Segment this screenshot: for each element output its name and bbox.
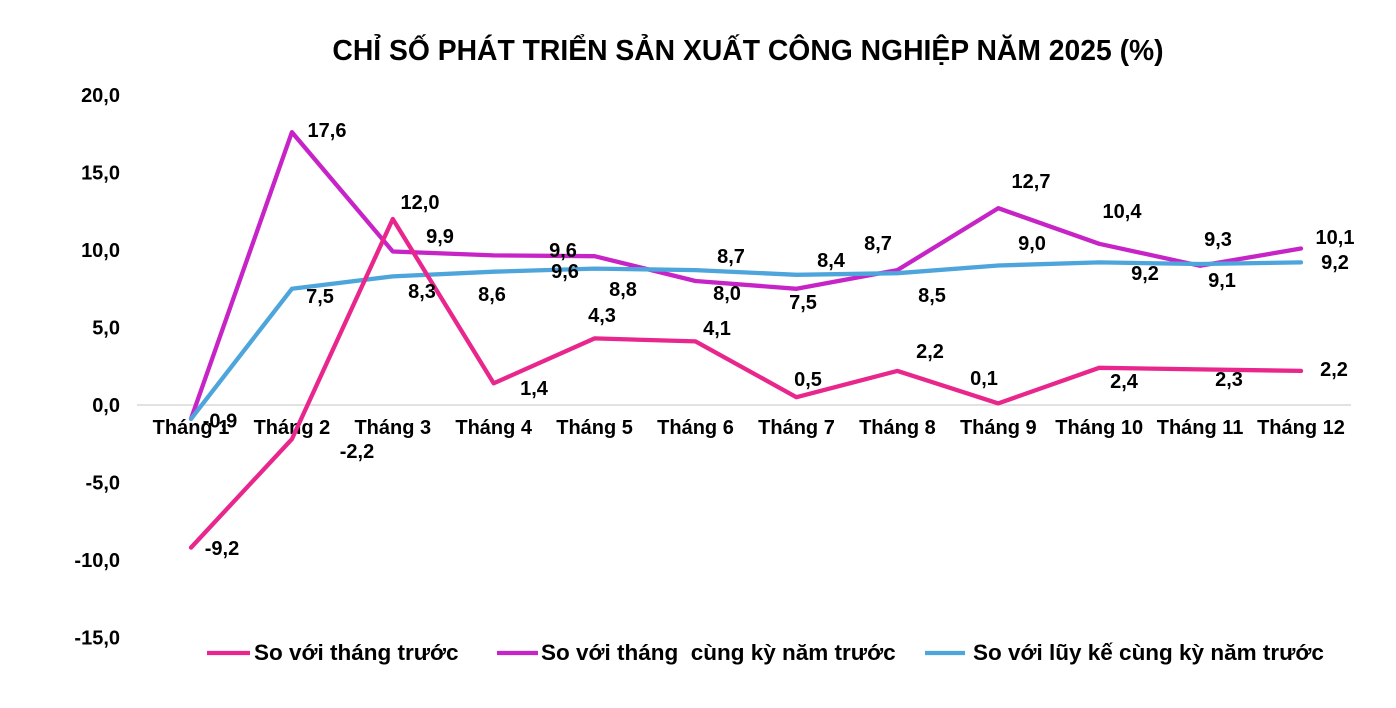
svg-text:9,6: 9,6 xyxy=(551,261,579,283)
svg-text:8,0: 8,0 xyxy=(713,283,741,305)
svg-text:Tháng 4: Tháng 4 xyxy=(455,417,533,439)
svg-text:2,2: 2,2 xyxy=(1320,359,1348,381)
svg-text:8,8: 8,8 xyxy=(609,279,637,301)
svg-text:9,2: 9,2 xyxy=(1321,252,1349,274)
svg-text:-5,0: -5,0 xyxy=(86,473,120,495)
svg-text:5,0: 5,0 xyxy=(92,318,120,340)
svg-text:So với tháng cùng kỳ năm trướ: So với tháng cùng kỳ năm trước xyxy=(541,640,896,665)
svg-text:Tháng 9: Tháng 9 xyxy=(960,417,1037,439)
svg-text:15,0: 15,0 xyxy=(81,163,120,185)
svg-text:So với tháng trước: So với tháng trước xyxy=(254,640,459,665)
svg-text:1,4: 1,4 xyxy=(520,378,549,400)
svg-text:Tháng 6: Tháng 6 xyxy=(657,417,734,439)
svg-text:7,5: 7,5 xyxy=(789,292,817,314)
svg-text:So với lũy kế cùng kỳ năm trướ: So với lũy kế cùng kỳ năm trước xyxy=(973,640,1324,665)
svg-text:20,0: 20,0 xyxy=(81,85,120,107)
svg-text:4,1: 4,1 xyxy=(703,318,731,340)
svg-text:8,5: 8,5 xyxy=(918,285,946,307)
svg-text:-9,2: -9,2 xyxy=(205,538,239,560)
svg-text:0,0: 0,0 xyxy=(92,395,120,417)
svg-text:10,0: 10,0 xyxy=(81,240,120,262)
svg-text:8,4: 8,4 xyxy=(817,250,846,272)
svg-text:9,1: 9,1 xyxy=(1208,270,1236,292)
svg-text:9,3: 9,3 xyxy=(1204,229,1232,251)
svg-text:Tháng 12: Tháng 12 xyxy=(1257,417,1345,439)
svg-text:-2,2: -2,2 xyxy=(340,441,374,463)
svg-text:9,2: 9,2 xyxy=(1131,263,1159,285)
svg-text:-15,0: -15,0 xyxy=(74,628,120,650)
svg-text:Tháng 2: Tháng 2 xyxy=(254,417,331,439)
svg-text:2,3: 2,3 xyxy=(1215,369,1243,391)
svg-text:0,5: 0,5 xyxy=(794,369,822,391)
svg-text:Tháng 11: Tháng 11 xyxy=(1157,417,1244,439)
svg-text:Tháng 5: Tháng 5 xyxy=(556,417,633,439)
svg-text:10,1: 10,1 xyxy=(1316,227,1355,249)
svg-text:CHỈ SỐ PHÁT TRIỂN SẢN XUẤT CÔN: CHỈ SỐ PHÁT TRIỂN SẢN XUẤT CÔNG NGHIỆP N… xyxy=(332,34,1163,66)
svg-text:8,7: 8,7 xyxy=(717,246,745,268)
svg-text:9,6: 9,6 xyxy=(549,240,577,262)
svg-text:9,0: 9,0 xyxy=(1018,233,1046,255)
svg-text:4,3: 4,3 xyxy=(588,305,616,327)
svg-text:7,5: 7,5 xyxy=(306,286,334,308)
svg-text:12,0: 12,0 xyxy=(401,192,440,214)
svg-text:Tháng 7: Tháng 7 xyxy=(758,417,835,439)
svg-text:8,7: 8,7 xyxy=(864,233,892,255)
svg-text:9,9: 9,9 xyxy=(426,226,454,248)
svg-text:12,7: 12,7 xyxy=(1012,171,1051,193)
svg-text:2,4: 2,4 xyxy=(1110,371,1139,393)
svg-text:10,4: 10,4 xyxy=(1103,201,1143,223)
svg-text:Tháng 3: Tháng 3 xyxy=(354,417,431,439)
svg-text:17,6: 17,6 xyxy=(308,120,347,142)
svg-text:2,2: 2,2 xyxy=(916,341,944,363)
svg-text:8,3: 8,3 xyxy=(408,281,436,303)
svg-text:Tháng 10: Tháng 10 xyxy=(1055,417,1143,439)
svg-text:Tháng 8: Tháng 8 xyxy=(859,417,936,439)
svg-text:-0,9: -0,9 xyxy=(203,411,237,433)
svg-text:Tháng 1: Tháng 1 xyxy=(153,417,230,439)
svg-text:0,1: 0,1 xyxy=(970,368,998,390)
svg-text:8,6: 8,6 xyxy=(478,284,506,306)
svg-text:-10,0: -10,0 xyxy=(74,550,120,572)
